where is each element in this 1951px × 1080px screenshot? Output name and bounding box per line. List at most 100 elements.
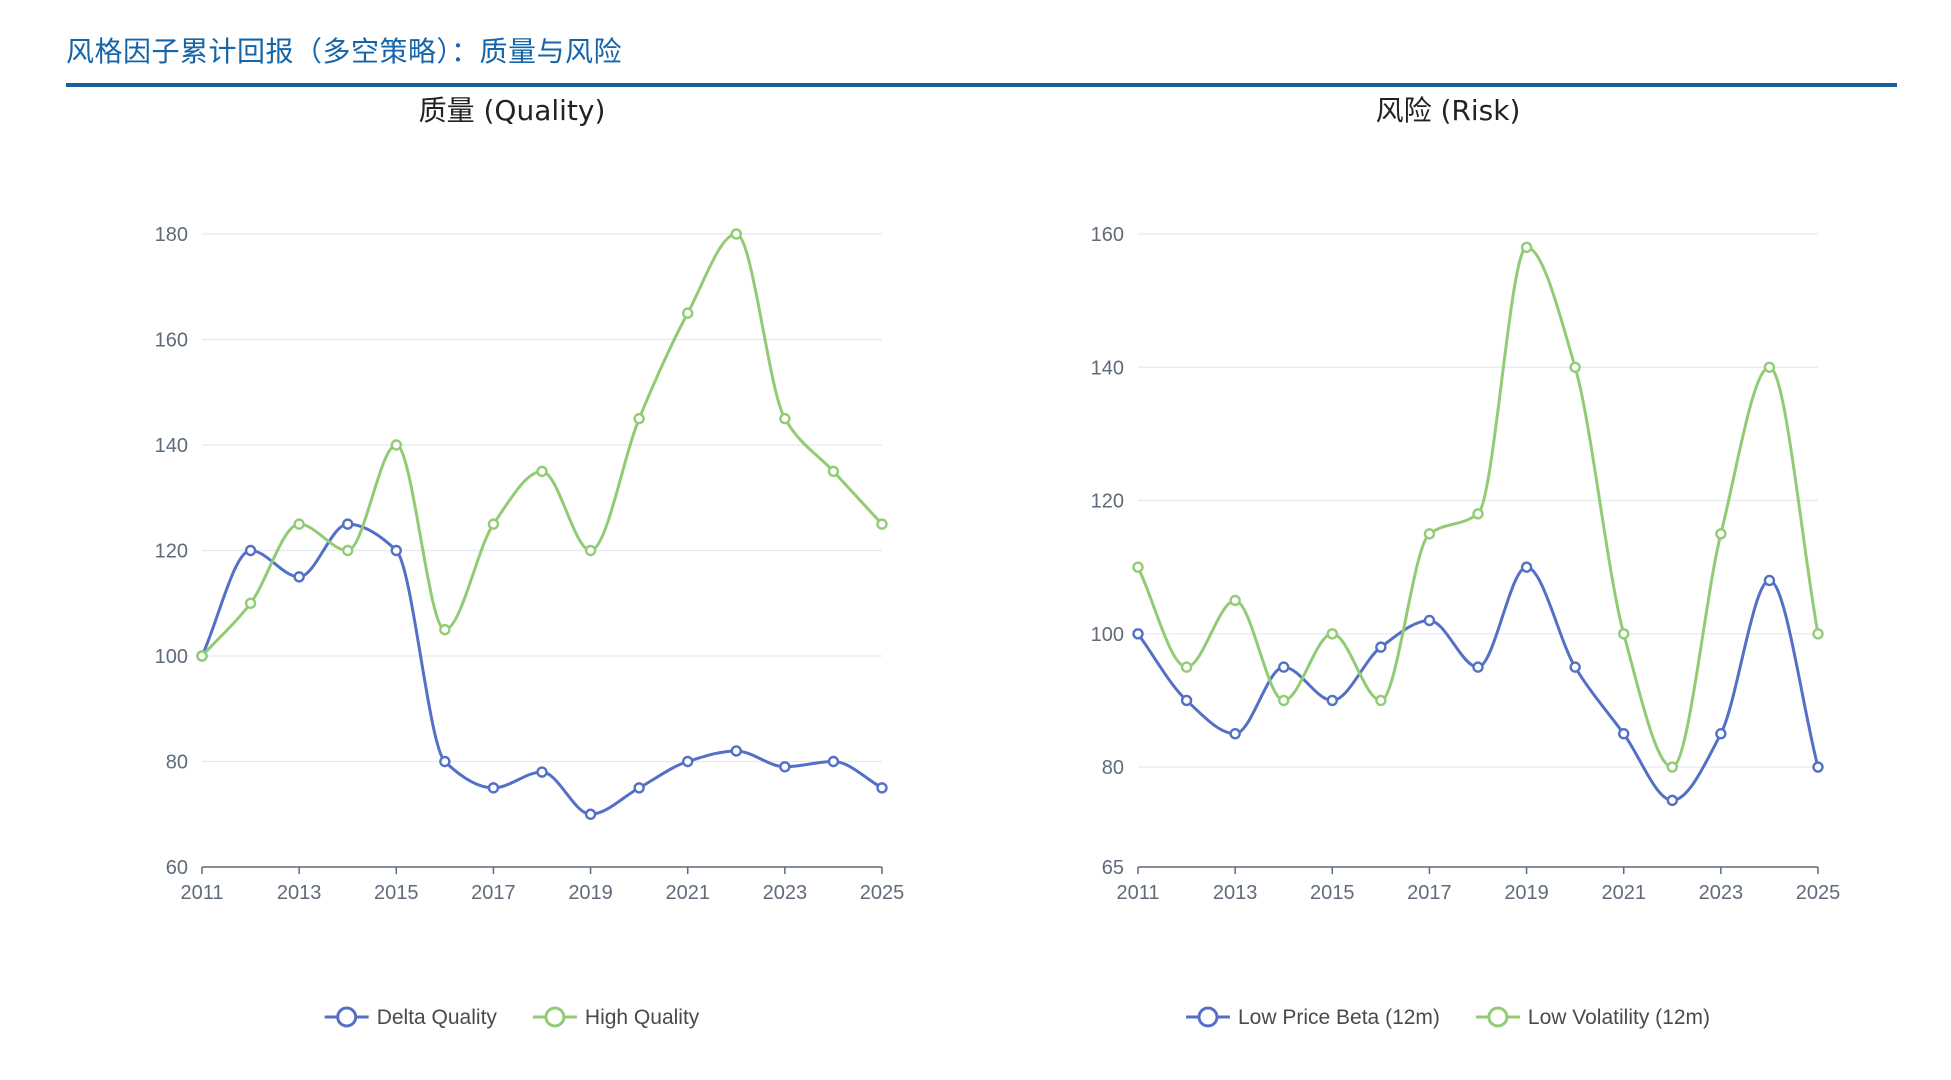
data-point <box>730 745 742 757</box>
data-point <box>682 307 694 319</box>
y-tick-label: 120 <box>155 541 188 563</box>
data-point <box>584 544 597 557</box>
data-point <box>1618 728 1630 740</box>
x-tick-label: 2023 <box>1699 882 1744 904</box>
data-point <box>390 544 402 557</box>
data-point <box>342 544 354 557</box>
legend-symbol-marker <box>544 1006 566 1028</box>
data-point <box>1278 694 1290 707</box>
data-point <box>244 597 257 609</box>
data-point <box>342 518 354 530</box>
data-point <box>1618 628 1630 640</box>
title-divider <box>66 83 1897 87</box>
data-point <box>390 439 402 451</box>
data-point <box>584 808 597 820</box>
y-tick-label: 180 <box>155 224 188 246</box>
data-point <box>1180 661 1193 673</box>
data-point <box>1375 641 1387 653</box>
data-point <box>730 228 742 240</box>
x-tick-label: 2015 <box>374 882 419 904</box>
data-point <box>827 465 840 478</box>
legend: Low Price Beta (12m) Low Volatility (12m) <box>1186 1006 1710 1029</box>
legend-symbol-marker <box>1487 1006 1509 1028</box>
data-point <box>633 412 645 425</box>
data-point <box>1666 761 1678 773</box>
data-point <box>487 782 500 794</box>
data-point <box>1812 761 1824 773</box>
x-tick-label: 2011 <box>180 882 223 904</box>
data-point <box>487 518 500 530</box>
data-point <box>244 544 257 557</box>
y-tick-label: 140 <box>155 435 188 457</box>
data-point <box>1763 574 1776 587</box>
quality-chart: 质量 (Quality) 60 80 100 120 140 160 180 2011 2013 2… <box>155 94 905 1029</box>
data-point <box>536 465 548 478</box>
y-tick-label: 100 <box>155 646 188 668</box>
data-point <box>1423 614 1436 627</box>
y-tick-label: 160 <box>1091 224 1124 246</box>
data-point <box>827 755 840 768</box>
data-point <box>1326 694 1338 707</box>
chart-title: 质量 (Quality) <box>419 94 606 127</box>
legend-label: High Quality <box>585 1006 700 1029</box>
y-tick-label: 160 <box>155 330 188 352</box>
data-point <box>439 623 451 636</box>
x-tick-label: 2025 <box>1796 882 1841 904</box>
y-tick-label: 120 <box>1091 491 1124 513</box>
data-point <box>1569 361 1581 373</box>
data-point <box>1472 661 1484 673</box>
data-point <box>876 782 888 794</box>
x-tick-label: 2021 <box>665 882 710 904</box>
series-line-low-price-beta-12m <box>1136 565 1820 802</box>
x-tick-label: 2025 <box>860 882 905 904</box>
data-point <box>633 782 645 794</box>
y-tick-label: 100 <box>1091 624 1124 646</box>
legend-symbol-marker <box>336 1006 358 1028</box>
data-point <box>1812 628 1824 640</box>
data-point <box>196 650 208 662</box>
x-tick-label: 2017 <box>1407 882 1452 904</box>
data-point <box>1326 628 1338 640</box>
legend-label: Low Volatility (12m) <box>1528 1006 1710 1029</box>
y-tick-label: 80 <box>1102 757 1124 779</box>
data-point <box>1229 728 1241 740</box>
data-point <box>1278 661 1290 673</box>
data-point <box>1180 694 1193 707</box>
x-tick-label: 2011 <box>1116 882 1159 904</box>
legend-label: Delta Quality <box>377 1006 498 1029</box>
x-tick-label: 2013 <box>277 882 322 904</box>
data-point <box>1763 361 1776 373</box>
data-point <box>1472 508 1484 520</box>
data-point <box>779 761 791 773</box>
data-point <box>1229 594 1241 607</box>
data-point <box>876 518 888 530</box>
data-point <box>682 755 694 768</box>
data-point <box>1423 528 1436 540</box>
page-title: 风格因子累计回报（多空策略）：质量与风险 <box>66 35 623 68</box>
legend-symbol-marker <box>1197 1006 1219 1028</box>
data-point <box>1715 728 1727 740</box>
x-tick-label: 2019 <box>568 882 613 904</box>
x-tick-label: 2023 <box>763 882 808 904</box>
y-tick-label: 65 <box>1102 857 1124 879</box>
data-point <box>1715 528 1727 540</box>
data-point <box>1666 794 1678 807</box>
risk-chart: 风险 (Risk) 65 80 100 120 140 160 2011 2013 2015 201… <box>1091 94 1841 1029</box>
data-point <box>1132 628 1144 640</box>
chart-title: 风险 (Risk) <box>1376 94 1521 127</box>
x-tick-label: 2017 <box>471 882 516 904</box>
data-point <box>1520 561 1533 573</box>
data-point <box>779 412 791 425</box>
series-line-low-volatility-12m <box>1136 245 1820 769</box>
y-tick-label: 60 <box>166 857 188 879</box>
x-tick-label: 2015 <box>1310 882 1355 904</box>
data-point <box>1569 661 1581 673</box>
data-point <box>293 518 305 530</box>
data-point <box>1132 561 1144 573</box>
legend: Delta Quality High Quality <box>324 1006 700 1029</box>
legend-label: Low Price Beta (12m) <box>1238 1006 1440 1029</box>
data-point <box>1375 694 1387 707</box>
x-tick-label: 2021 <box>1601 882 1646 904</box>
x-tick-label: 2013 <box>1213 882 1258 904</box>
